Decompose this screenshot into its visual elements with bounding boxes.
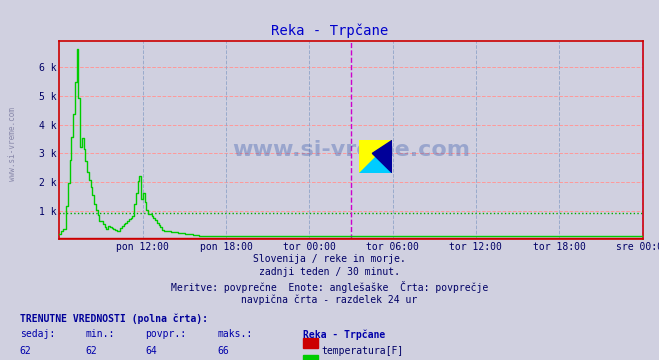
Text: 62: 62	[86, 346, 98, 356]
Text: temperatura[F]: temperatura[F]	[322, 346, 404, 356]
Text: Reka - Trpčane: Reka - Trpčane	[271, 23, 388, 38]
Text: Reka - Trpčane: Reka - Trpčane	[303, 329, 386, 340]
Text: TRENUTNE VREDNOSTI (polna črta):: TRENUTNE VREDNOSTI (polna črta):	[20, 313, 208, 324]
Polygon shape	[372, 140, 392, 173]
Text: 66: 66	[217, 346, 229, 356]
Text: min.:: min.:	[86, 329, 115, 339]
Text: navpična črta - razdelek 24 ur: navpična črta - razdelek 24 ur	[241, 295, 418, 305]
Text: zadnji teden / 30 minut.: zadnji teden / 30 minut.	[259, 267, 400, 278]
Text: sedaj:: sedaj:	[20, 329, 55, 339]
Text: Meritve: povprečne  Enote: anglešaške  Črta: povprečje: Meritve: povprečne Enote: anglešaške Črt…	[171, 281, 488, 293]
Text: povpr.:: povpr.:	[145, 329, 186, 339]
Text: 64: 64	[145, 346, 157, 356]
Text: www.si-vreme.com: www.si-vreme.com	[8, 107, 17, 181]
Text: maks.:: maks.:	[217, 329, 252, 339]
Polygon shape	[359, 140, 392, 173]
Text: 62: 62	[20, 346, 32, 356]
Text: www.si-vreme.com: www.si-vreme.com	[232, 140, 470, 160]
Text: Slovenija / reke in morje.: Slovenija / reke in morje.	[253, 254, 406, 264]
Polygon shape	[359, 140, 392, 173]
